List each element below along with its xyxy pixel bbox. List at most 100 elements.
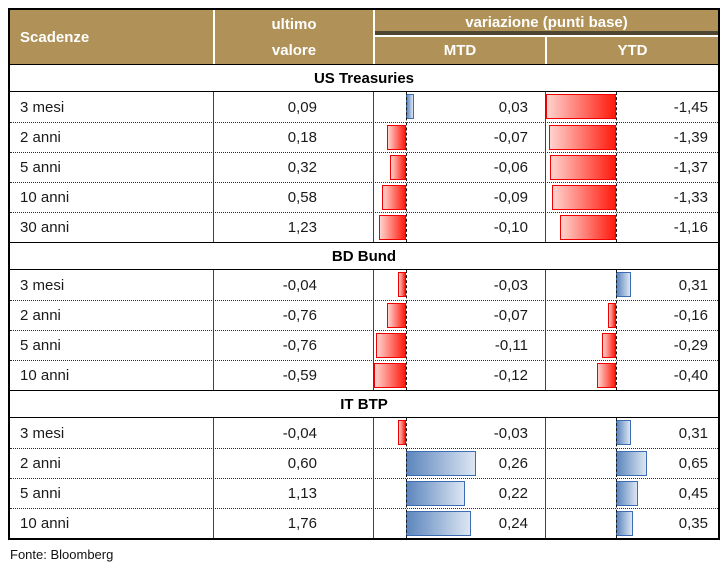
ultimo-label: ultimo bbox=[271, 15, 317, 33]
last-value: 1,13 bbox=[213, 479, 373, 508]
mtd-value-text: -0,03 bbox=[493, 424, 528, 442]
maturity-label: 5 anni bbox=[10, 153, 213, 182]
last-value-text: 0,18 bbox=[287, 129, 317, 146]
mtd-value: 0,26 bbox=[373, 449, 545, 478]
last-value-text: -0,59 bbox=[282, 367, 317, 384]
maturity-label-text: 10 anni bbox=[20, 189, 70, 206]
mtd-bar bbox=[373, 363, 406, 388]
column-header-ultimo-valore: ultimo valore bbox=[213, 10, 373, 64]
mtd-value-text: -0,07 bbox=[493, 129, 528, 146]
ytd-bar bbox=[616, 272, 631, 297]
last-value: -0,59 bbox=[213, 361, 373, 390]
table-row: 10 anni 0,58 -0,09 -1,33 bbox=[10, 182, 718, 212]
ytd-value: -0,40 bbox=[545, 361, 718, 390]
maturity-label: 10 anni bbox=[10, 183, 213, 212]
maturity-label-text: 10 anni bbox=[20, 367, 70, 384]
mtd-bar bbox=[406, 451, 476, 476]
table-row: 3 mesi 0,09 0,03 -1,45 bbox=[10, 92, 718, 122]
maturity-label-text: 5 anni bbox=[20, 337, 61, 354]
ytd-value-text: -1,45 bbox=[673, 98, 708, 116]
last-value-text: 1,23 bbox=[287, 219, 317, 236]
maturity-label-text: 2 anni bbox=[20, 455, 61, 472]
mtd-bar bbox=[389, 155, 406, 180]
last-value-text: -0,04 bbox=[282, 424, 317, 442]
last-value: 1,23 bbox=[213, 213, 373, 242]
maturity-label: 10 anni bbox=[10, 361, 213, 390]
ytd-value: -1,16 bbox=[545, 213, 718, 242]
ytd-value: -1,37 bbox=[545, 153, 718, 182]
column-header-scadenze: Scadenze bbox=[20, 28, 90, 46]
mtd-bar bbox=[376, 333, 406, 358]
ytd-bar bbox=[616, 451, 648, 476]
ytd-value: -1,39 bbox=[545, 123, 718, 152]
ytd-bar bbox=[548, 125, 616, 150]
maturity-label-text: 30 anni bbox=[20, 219, 70, 236]
last-value-text: 1,13 bbox=[287, 485, 317, 502]
maturity-label: 5 anni bbox=[10, 479, 213, 508]
last-value-text: 1,76 bbox=[287, 515, 317, 532]
ytd-value-text: 0,45 bbox=[678, 485, 708, 502]
maturity-label-text: 10 anni bbox=[20, 515, 70, 532]
maturity-label: 3 mesi bbox=[10, 92, 213, 122]
mtd-value: 0,22 bbox=[373, 479, 545, 508]
ytd-value: 0,31 bbox=[545, 418, 718, 448]
valore-label: valore bbox=[271, 41, 317, 59]
ytd-value: -1,33 bbox=[545, 183, 718, 212]
last-value-text: 0,60 bbox=[287, 455, 317, 472]
mtd-value: 0,03 bbox=[373, 92, 545, 122]
mtd-value-text: 0,03 bbox=[498, 98, 528, 116]
last-value: -0,76 bbox=[213, 331, 373, 360]
maturity-label: 30 anni bbox=[10, 213, 213, 242]
ytd-value-text: -1,33 bbox=[673, 189, 708, 206]
mtd-value-text: 0,24 bbox=[498, 515, 528, 532]
mtd-value-text: -0,10 bbox=[493, 219, 528, 236]
mtd-value: -0,06 bbox=[373, 153, 545, 182]
maturity-label-text: 3 mesi bbox=[20, 276, 65, 294]
ytd-bar bbox=[601, 333, 616, 358]
mtd-value-text: -0,09 bbox=[493, 189, 528, 206]
table-row: 2 anni 0,60 0,26 0,65 bbox=[10, 448, 718, 478]
ytd-zero-axis bbox=[616, 270, 617, 390]
table-row: 5 anni -0,76 -0,11 -0,29 bbox=[10, 330, 718, 360]
ytd-bar bbox=[545, 94, 616, 119]
maturity-label: 3 mesi bbox=[10, 270, 213, 300]
source-note: Fonte: Bloomberg bbox=[10, 547, 114, 562]
mtd-value-text: -0,03 bbox=[493, 276, 528, 294]
ytd-value-text: 0,31 bbox=[678, 424, 708, 442]
table-row: 3 mesi -0,04 -0,03 0,31 bbox=[10, 418, 718, 448]
mtd-bar bbox=[387, 125, 406, 150]
ytd-bar bbox=[551, 185, 616, 210]
table-row: 5 anni 1,13 0,22 0,45 bbox=[10, 478, 718, 508]
ytd-bar bbox=[549, 155, 616, 180]
ytd-value-text: -1,37 bbox=[673, 159, 708, 176]
last-value-text: 0,58 bbox=[287, 189, 317, 206]
mtd-bar bbox=[397, 420, 406, 445]
mtd-bar bbox=[406, 94, 415, 119]
maturity-label-text: 3 mesi bbox=[20, 98, 65, 116]
section-rows: 3 mesi -0,04 -0,03 0,31 2 anni 0,60 0,26 0,65 5 … bbox=[10, 418, 718, 538]
mtd-value-text: -0,07 bbox=[493, 307, 528, 324]
ytd-value-text: -1,16 bbox=[673, 219, 708, 236]
ytd-value: 0,35 bbox=[545, 509, 718, 538]
mtd-value: -0,07 bbox=[373, 123, 545, 152]
mtd-value: -0,03 bbox=[373, 418, 545, 448]
mtd-bar bbox=[397, 272, 406, 297]
ytd-bar bbox=[608, 303, 616, 328]
ytd-bar bbox=[616, 511, 633, 536]
section-rows: 3 mesi -0,04 -0,03 0,31 2 anni -0,76 -0,07 -0,1… bbox=[10, 270, 718, 390]
mtd-bar bbox=[406, 481, 466, 506]
last-value-text: 0,09 bbox=[287, 98, 317, 116]
last-value-text: -0,76 bbox=[282, 337, 317, 354]
mtd-zero-axis bbox=[406, 418, 407, 538]
ytd-value: 0,45 bbox=[545, 479, 718, 508]
last-value: -0,76 bbox=[213, 301, 373, 330]
table-row: 10 anni -0,59 -0,12 -0,40 bbox=[10, 360, 718, 390]
section-title: US Treasuries bbox=[10, 64, 718, 92]
ytd-value-text: 0,31 bbox=[678, 276, 708, 294]
maturity-label: 2 anni bbox=[10, 301, 213, 330]
last-value-text: -0,04 bbox=[282, 276, 317, 294]
last-value: 0,09 bbox=[213, 92, 373, 122]
ytd-value: 0,65 bbox=[545, 449, 718, 478]
maturity-label-text: 5 anni bbox=[20, 485, 61, 502]
table-row: 10 anni 1,76 0,24 0,35 bbox=[10, 508, 718, 538]
